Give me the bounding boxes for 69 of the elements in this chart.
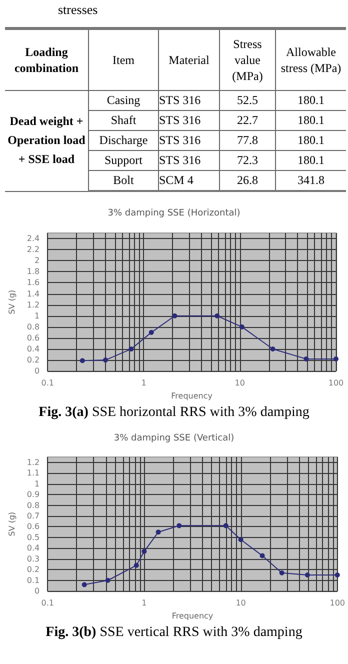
caption: Fig. 3(b) SSE vertical RRS with 3% damping — [44, 625, 304, 641]
text: Item — [88, 28, 158, 90]
x-tick-label: 100 — [328, 378, 344, 388]
y-tick-label: 0.8 — [26, 500, 40, 510]
text: STS 316 — [158, 90, 220, 110]
y-tick-label: 0.6 — [26, 333, 40, 342]
text: 52.5 — [220, 90, 276, 110]
x-tick-label: 1 — [142, 598, 147, 608]
y-tick-label: 1 — [34, 479, 40, 488]
text: STS 316 — [158, 150, 220, 170]
y-tick-label: 0.9 — [26, 490, 40, 500]
x-tick-label: 0.1 — [41, 378, 54, 388]
y-tick-label: 0.2 — [26, 356, 40, 365]
y-tick-label: 1.2 — [26, 300, 40, 310]
y-tick-label: 1.1 — [26, 468, 40, 478]
y-tick-label: 0.4 — [26, 344, 40, 354]
text: STS 316 — [158, 130, 220, 150]
y-tick-label: 1.6 — [26, 278, 40, 288]
text: Casing — [88, 90, 158, 110]
text: 26.8 — [220, 170, 276, 191]
y-tick-label: 2 — [34, 256, 40, 266]
chart-title: 3% damping SSE (Horizontal) — [108, 208, 240, 218]
text: 180.1 — [276, 90, 346, 110]
text: Discharge — [88, 130, 158, 150]
y-tick-label: 0.7 — [26, 512, 40, 521]
text: Bolt — [88, 170, 158, 191]
y-tick-label: 0.2 — [26, 565, 40, 574]
text: stresses — [58, 2, 98, 18]
y-tick-label: 1.2 — [26, 458, 40, 467]
text: Shaft — [88, 110, 158, 130]
y-tick-label: 0.5 — [26, 532, 40, 542]
y-tick-label: 1 — [34, 311, 40, 320]
text: 22.7 — [220, 110, 276, 130]
text: 72.3 — [220, 150, 276, 170]
y-tick-label: 0.6 — [26, 522, 40, 532]
chart-title: 3% damping SSE (Vertical) — [114, 434, 234, 444]
text: 180.1 — [276, 150, 346, 170]
x-tick-label: 1 — [141, 378, 146, 388]
text: 77.8 — [220, 130, 276, 150]
y-tick-label: 0.3 — [26, 554, 40, 564]
text: 341.8 — [276, 170, 346, 191]
text: 180.1 — [276, 110, 346, 130]
y-tick-label: 1.4 — [26, 289, 40, 298]
y-axis-title: SV (g) — [8, 290, 16, 314]
x-tick-label: 0.1 — [41, 598, 54, 608]
y-tick-label: 2.4 — [26, 234, 40, 244]
x-tick-label: 10 — [236, 598, 246, 608]
y-tick-label: 2.2 — [26, 245, 40, 254]
text: Dead weight + Operation load + SSE load — [5, 90, 88, 191]
y-tick-label: 1.8 — [26, 267, 40, 276]
y-tick-label: 0.1 — [26, 576, 40, 585]
y-tick-label: 0 — [34, 366, 40, 376]
text: Stress value (MPa) — [220, 28, 276, 90]
x-tick-label: 100 — [330, 598, 346, 608]
text: SCM 4 — [158, 170, 220, 191]
text: Support — [88, 150, 158, 170]
text: Allowable stress (MPa) — [276, 28, 346, 90]
x-axis-title: Frequency — [172, 612, 214, 620]
y-tick-label: 0.4 — [26, 544, 40, 553]
x-axis-title: Frequency — [171, 392, 213, 400]
y-axis-title: SV (g) — [8, 512, 16, 536]
y-tick-label: 0.8 — [26, 322, 40, 332]
text: 180.1 — [276, 130, 346, 150]
text: STS 316 — [158, 110, 220, 130]
text: Loading combination — [5, 28, 88, 90]
y-tick-label: 0 — [34, 586, 40, 596]
text: Material — [158, 28, 220, 90]
x-tick-label: 10 — [234, 378, 245, 388]
caption: Fig. 3(a) SSE horizontal RRS with 3% damping — [38, 405, 310, 421]
